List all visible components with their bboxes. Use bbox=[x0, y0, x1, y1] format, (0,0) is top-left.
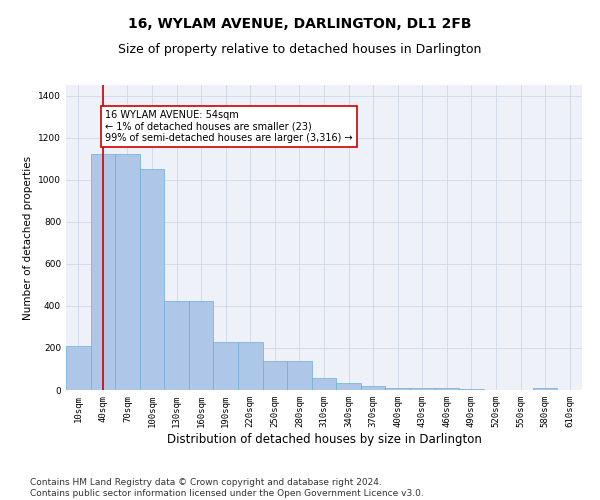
Bar bbox=[140, 169, 164, 390]
Text: Contains HM Land Registry data © Crown copyright and database right 2024.
Contai: Contains HM Land Registry data © Crown c… bbox=[30, 478, 424, 498]
Text: 16 WYLAM AVENUE: 54sqm
← 1% of detached houses are smaller (23)
99% of semi-deta: 16 WYLAM AVENUE: 54sqm ← 1% of detached … bbox=[106, 110, 353, 144]
Bar bbox=[164, 300, 189, 390]
Bar bbox=[385, 388, 410, 390]
X-axis label: Distribution of detached houses by size in Darlington: Distribution of detached houses by size … bbox=[167, 432, 481, 446]
Text: 16, WYLAM AVENUE, DARLINGTON, DL1 2FB: 16, WYLAM AVENUE, DARLINGTON, DL1 2FB bbox=[128, 18, 472, 32]
Y-axis label: Number of detached properties: Number of detached properties bbox=[23, 156, 32, 320]
Bar bbox=[410, 388, 434, 390]
Bar bbox=[434, 388, 459, 390]
Bar bbox=[533, 388, 557, 390]
Text: Size of property relative to detached houses in Darlington: Size of property relative to detached ho… bbox=[118, 42, 482, 56]
Bar bbox=[361, 386, 385, 390]
Bar bbox=[189, 300, 214, 390]
Bar bbox=[91, 154, 115, 390]
Bar bbox=[66, 346, 91, 390]
Bar bbox=[287, 360, 312, 390]
Bar bbox=[459, 389, 484, 390]
Bar bbox=[214, 342, 238, 390]
Bar bbox=[238, 342, 263, 390]
Bar bbox=[336, 382, 361, 390]
Bar bbox=[312, 378, 336, 390]
Bar bbox=[115, 154, 140, 390]
Bar bbox=[263, 360, 287, 390]
